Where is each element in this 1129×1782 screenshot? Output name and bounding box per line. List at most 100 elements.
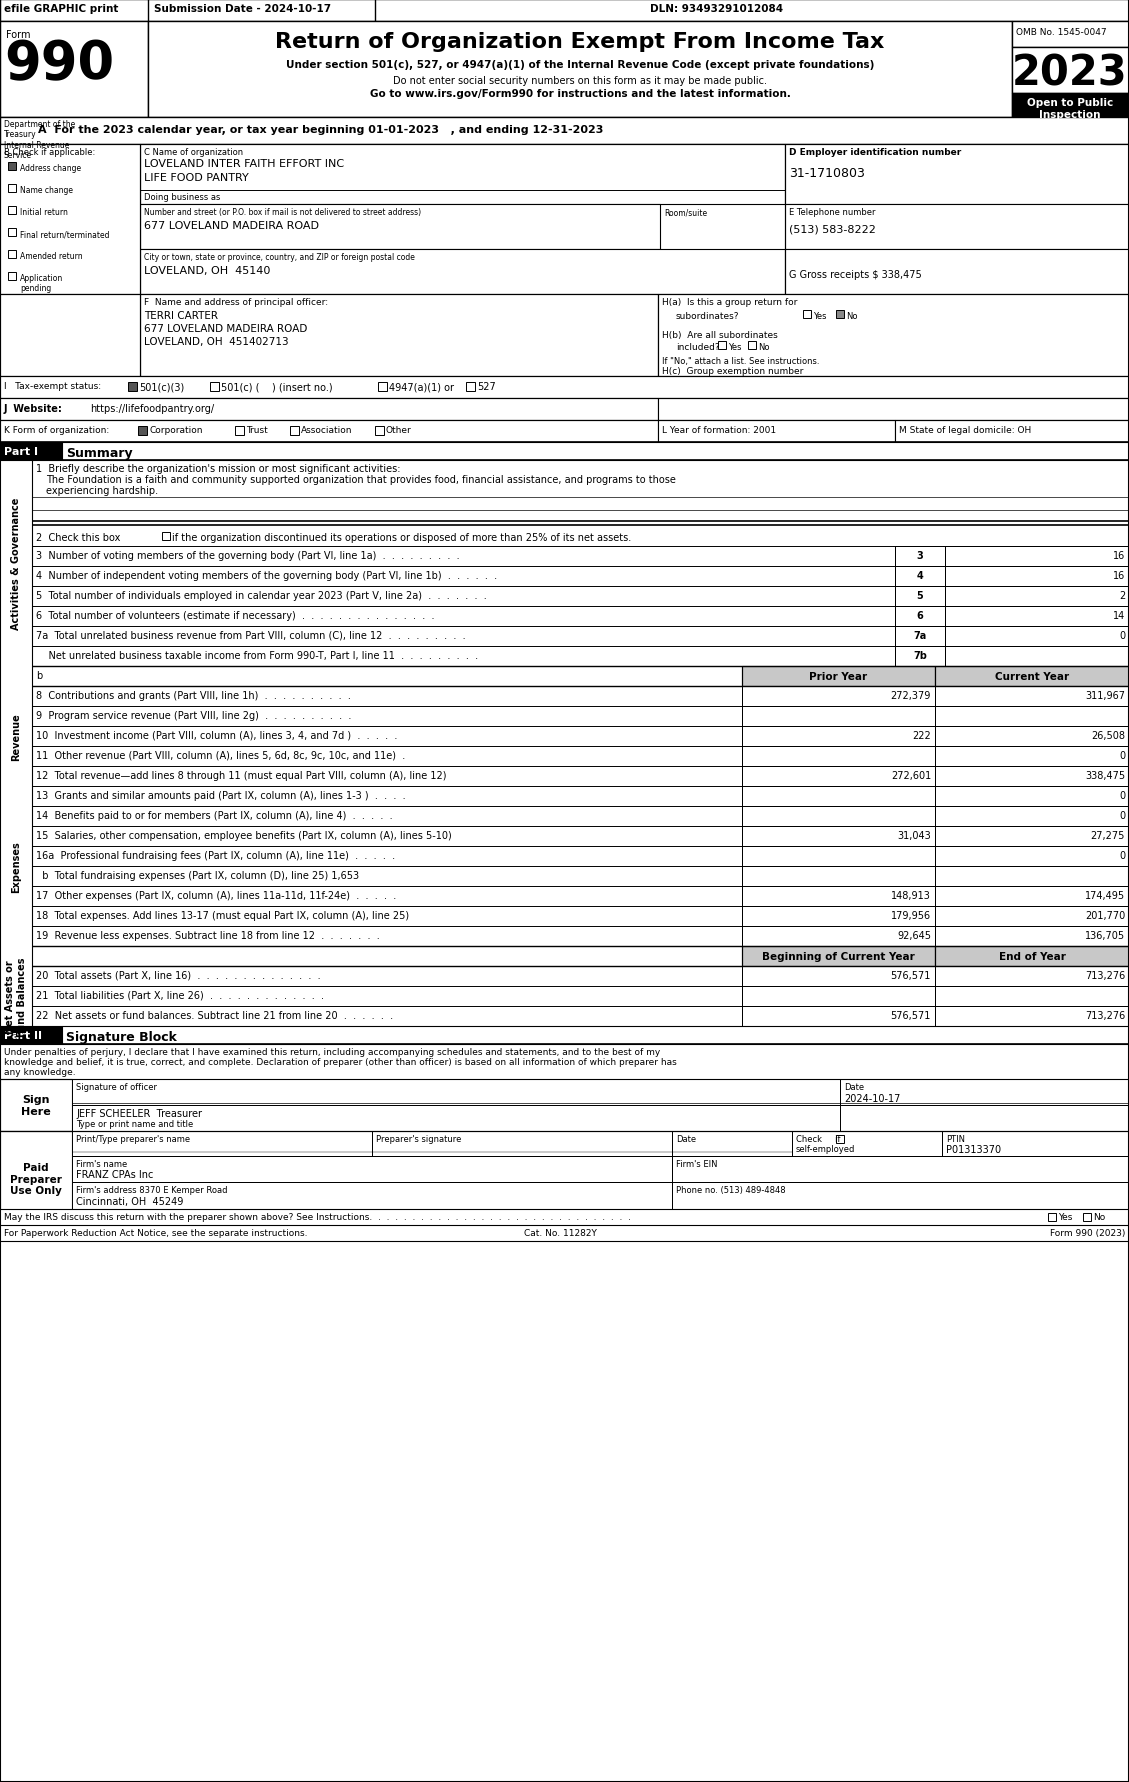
Text: Do not enter social security numbers on this form as it may be made public.: Do not enter social security numbers on …: [393, 77, 767, 86]
Bar: [658, 294, 1129, 376]
Bar: [140, 249, 785, 294]
Bar: [672, 1181, 1129, 1210]
Bar: [8, 207, 16, 216]
Bar: [742, 846, 935, 866]
Bar: [935, 766, 1129, 786]
Text: 201,770: 201,770: [1085, 911, 1124, 921]
Text: 27,275: 27,275: [1091, 830, 1124, 841]
Bar: [72, 1157, 672, 1181]
Text: 21  Total liabilities (Part X, line 26)  .  .  .  .  .  .  .  .  .  .  .  .  .: 21 Total liabilities (Part X, line 26) .…: [36, 991, 324, 1000]
Text: subordinates?: subordinates?: [676, 312, 739, 321]
Text: Prior Year: Prior Year: [809, 672, 867, 683]
Text: P01313370: P01313370: [946, 1144, 1001, 1155]
Text: self-employed: self-employed: [796, 1144, 856, 1153]
Bar: [140, 144, 785, 205]
Text: Cat. No. 11282Y: Cat. No. 11282Y: [524, 1228, 596, 1237]
Text: LIFE FOOD PANTRY: LIFE FOOD PANTRY: [145, 173, 248, 184]
Text: 677 LOVELAND MADEIRA ROAD: 677 LOVELAND MADEIRA ROAD: [145, 324, 307, 333]
Bar: [62, 1026, 1129, 1044]
Bar: [945, 606, 1129, 627]
Text: K Form of organization:: K Form of organization:: [5, 426, 110, 435]
Bar: [742, 786, 935, 807]
Text: 22  Net assets or fund balances. Subtract line 21 from line 20  .  .  .  .  .  .: 22 Net assets or fund balances. Subtract…: [36, 1010, 393, 1021]
Bar: [935, 886, 1129, 907]
Text: D Employer identification number: D Employer identification number: [789, 148, 961, 157]
Text: b  Total fundraising expenses (Part IX, column (D), line 25) 1,653: b Total fundraising expenses (Part IX, c…: [36, 871, 359, 880]
Bar: [742, 946, 935, 966]
Bar: [742, 927, 935, 946]
Text: H(b)  Are all subordinates: H(b) Are all subordinates: [662, 331, 778, 340]
Text: City or town, state or province, country, and ZIP or foreign postal code: City or town, state or province, country…: [145, 253, 414, 262]
Text: LOVELAND, OH  45140: LOVELAND, OH 45140: [145, 266, 270, 276]
Text: 2  Check this box: 2 Check this box: [36, 533, 121, 544]
Bar: [0, 1026, 62, 1044]
Text: B Check if applicable:: B Check if applicable:: [5, 148, 95, 157]
Bar: [840, 1105, 1129, 1132]
Text: 14  Benefits paid to or for members (Part IX, column (A), line 4)  .  .  .  .  .: 14 Benefits paid to or for members (Part…: [36, 811, 393, 820]
Bar: [935, 786, 1129, 807]
Text: 174,495: 174,495: [1085, 891, 1124, 900]
Text: 11  Other revenue (Part VIII, column (A), lines 5, 6d, 8c, 9c, 10c, and 11e)  .: 11 Other revenue (Part VIII, column (A),…: [36, 750, 405, 761]
Text: Sign
Here: Sign Here: [21, 1094, 51, 1116]
Bar: [935, 666, 1129, 686]
Text: A  For the 2023 calendar year, or tax year beginning 01-01-2023   , and ending 1: A For the 2023 calendar year, or tax yea…: [38, 125, 603, 135]
Bar: [0, 294, 140, 376]
Bar: [742, 707, 935, 727]
Text: Number and street (or P.O. box if mail is not delivered to street address): Number and street (or P.O. box if mail i…: [145, 208, 421, 217]
Text: Go to www.irs.gov/Form990 for instructions and the latest information.: Go to www.irs.gov/Form990 for instructio…: [369, 89, 790, 100]
Text: LOVELAND INTER FAITH EFFORT INC: LOVELAND INTER FAITH EFFORT INC: [145, 159, 344, 169]
Text: 0: 0: [1119, 631, 1124, 642]
Text: Paid
Preparer
Use Only: Paid Preparer Use Only: [10, 1162, 62, 1196]
Text: 7b: 7b: [913, 650, 927, 661]
Text: F  Name and address of principal officer:: F Name and address of principal officer:: [145, 298, 329, 307]
Text: b: b: [36, 670, 42, 681]
Text: Part II: Part II: [5, 1030, 42, 1041]
Bar: [161, 533, 170, 540]
Bar: [742, 766, 935, 786]
Bar: [0, 376, 1129, 399]
Bar: [895, 627, 945, 647]
Bar: [840, 1080, 1129, 1105]
Text: No: No: [1093, 1212, 1105, 1221]
Text: 179,956: 179,956: [891, 911, 931, 921]
Bar: [835, 310, 844, 319]
Text: 31-1710803: 31-1710803: [789, 168, 865, 180]
Text: Current Year: Current Year: [995, 672, 1069, 683]
Text: For Paperwork Reduction Act Notice, see the separate instructions.: For Paperwork Reduction Act Notice, see …: [5, 1228, 307, 1237]
Text: 4: 4: [917, 570, 924, 581]
Bar: [895, 647, 945, 666]
Text: 713,276: 713,276: [1085, 1010, 1124, 1021]
Text: 3: 3: [917, 551, 924, 561]
Text: 2023: 2023: [1012, 52, 1128, 94]
Text: Final return/terminated: Final return/terminated: [20, 230, 110, 239]
Text: OMB No. 1545-0047: OMB No. 1545-0047: [1016, 29, 1106, 37]
Text: 5  Total number of individuals employed in calendar year 2023 (Part V, line 2a) : 5 Total number of individuals employed i…: [36, 590, 487, 601]
Bar: [935, 966, 1129, 987]
Bar: [742, 987, 935, 1007]
Bar: [945, 627, 1129, 647]
Bar: [942, 1132, 1129, 1157]
Bar: [672, 1132, 793, 1157]
Text: 16a  Professional fundraising fees (Part IX, column (A), line 11e)  .  .  .  .  : 16a Professional fundraising fees (Part …: [36, 850, 395, 861]
Text: 0: 0: [1119, 750, 1124, 761]
Text: Expenses: Expenses: [11, 841, 21, 893]
Text: 0: 0: [1119, 791, 1124, 800]
Text: 92,645: 92,645: [898, 930, 931, 941]
Bar: [935, 727, 1129, 747]
Text: H(c)  Group exemption number: H(c) Group exemption number: [662, 367, 804, 376]
Text: 4947(a)(1) or: 4947(a)(1) or: [390, 381, 454, 392]
Text: Open to Public
Inspection: Open to Public Inspection: [1027, 98, 1113, 119]
Text: 576,571: 576,571: [891, 971, 931, 980]
Text: 713,276: 713,276: [1085, 971, 1124, 980]
Text: 3  Number of voting members of the governing body (Part VI, line 1a)  .  .  .  .: 3 Number of voting members of the govern…: [36, 551, 460, 561]
Bar: [945, 547, 1129, 567]
Bar: [0, 421, 658, 442]
Text: Yes: Yes: [1058, 1212, 1073, 1221]
Text: Phone no. (513) 489-4848: Phone no. (513) 489-4848: [676, 1185, 786, 1194]
Text: 7a: 7a: [913, 631, 927, 642]
Text: 18  Total expenses. Add lines 13-17 (must equal Part IX, column (A), line 25): 18 Total expenses. Add lines 13-17 (must…: [36, 911, 409, 921]
Bar: [658, 399, 1129, 421]
Bar: [895, 421, 1129, 442]
Text: 31,043: 31,043: [898, 830, 931, 841]
Text: 20  Total assets (Part X, line 16)  .  .  .  .  .  .  .  .  .  .  .  .  .  .: 20 Total assets (Part X, line 16) . . . …: [36, 971, 321, 980]
